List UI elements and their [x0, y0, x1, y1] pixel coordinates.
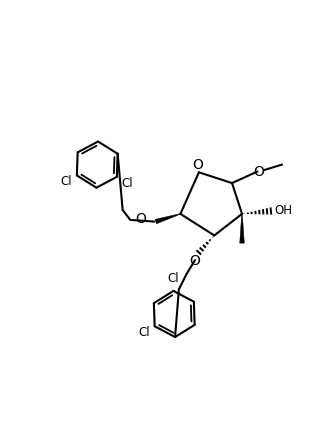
Text: O: O	[193, 157, 204, 172]
Text: Cl: Cl	[138, 326, 150, 339]
Text: Cl: Cl	[167, 272, 179, 285]
Text: Cl: Cl	[60, 175, 72, 188]
Text: O: O	[189, 254, 200, 268]
Text: OH: OH	[275, 204, 293, 217]
Text: O: O	[254, 165, 264, 179]
Polygon shape	[155, 214, 180, 224]
Polygon shape	[240, 214, 244, 243]
Text: Cl: Cl	[121, 177, 133, 190]
Text: O: O	[135, 212, 146, 226]
